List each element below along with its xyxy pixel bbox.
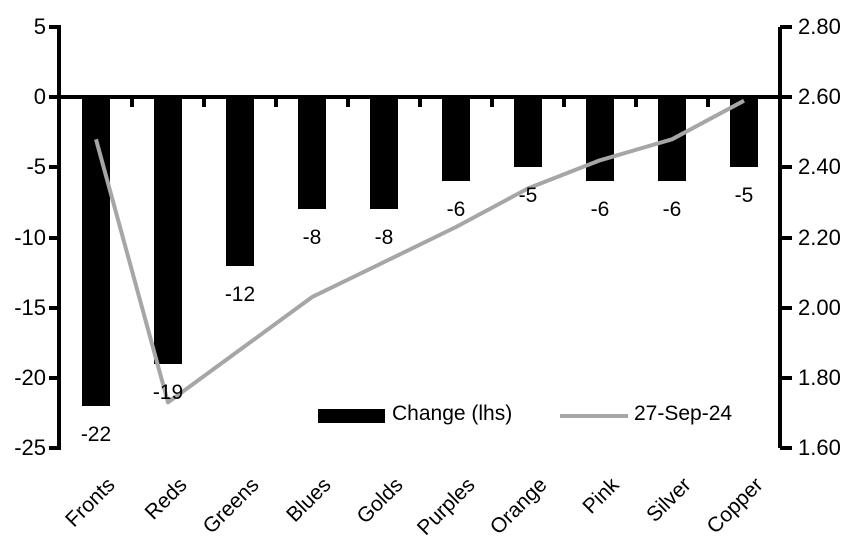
- left-axis-tick: [49, 305, 61, 310]
- x-axis-tick: [490, 95, 494, 108]
- left-axis-tick-label: -10: [14, 224, 46, 250]
- x-axis-tick: [274, 95, 278, 108]
- left-axis-tick: [49, 235, 61, 240]
- trend-line: [94, 98, 745, 405]
- right-axis-tick: [780, 375, 792, 380]
- left-axis-tick-label: -20: [14, 364, 46, 390]
- left-axis-tick-label: -5: [26, 154, 46, 180]
- bar-value-label: -6: [446, 198, 466, 222]
- right-axis-tick-label: 2.80: [798, 14, 841, 39]
- bar-value-label: -8: [374, 226, 394, 250]
- legend-bar-swatch: [318, 409, 385, 423]
- bar-value-label: -5: [734, 184, 754, 208]
- x-axis-tick: [202, 95, 206, 108]
- bar: [82, 95, 110, 406]
- right-axis-tick: [780, 235, 792, 240]
- bar: [586, 95, 614, 182]
- left-axis-tick: [49, 375, 61, 380]
- left-axis-tick: [49, 95, 61, 100]
- x-axis-tick: [346, 95, 350, 108]
- x-axis-tick: [706, 95, 710, 108]
- bar-value-label: -6: [590, 198, 610, 222]
- left-axis-tick: [49, 446, 61, 450]
- right-axis-tick: [780, 305, 792, 310]
- bar: [370, 95, 398, 210]
- left-axis-tick: [49, 165, 61, 170]
- right-axis-tick-label: 2.20: [798, 224, 841, 250]
- right-axis-tick-label: 1.60: [798, 435, 841, 460]
- right-axis-tick-label: 2.40: [798, 154, 841, 180]
- left-axis-tick: [49, 25, 61, 29]
- bar-value-label: -8: [302, 226, 322, 250]
- bar: [154, 95, 182, 364]
- x-axis-tick: [634, 95, 638, 108]
- bar: [442, 95, 470, 182]
- right-axis-tick-label: 1.80: [798, 364, 841, 390]
- trend-line-path: [94, 98, 745, 405]
- right-axis-tick-label: 2.60: [798, 84, 841, 110]
- bar: [514, 95, 542, 168]
- bar-value-label: -6: [662, 198, 682, 222]
- left-axis-tick-label: 0: [33, 84, 46, 110]
- legend-line-label: 27-Sep-24: [634, 402, 733, 425]
- right-axis-tick: [780, 165, 792, 170]
- legend-bar-label: Change (lhs): [392, 402, 513, 425]
- left-axis-tick-label: -25: [14, 435, 46, 460]
- right-axis-tick: [780, 446, 792, 450]
- right-axis-tick: [780, 25, 792, 29]
- left-axis-tick-label: -15: [14, 294, 46, 320]
- bar-value-label: -12: [224, 282, 256, 306]
- x-axis-tick: [130, 95, 134, 108]
- legend-line-swatch: [560, 414, 628, 418]
- bar-value-label: -5: [518, 184, 538, 208]
- right-axis-tick-label: 2.00: [798, 294, 841, 320]
- x-axis-tick: [418, 95, 422, 108]
- bar: [226, 95, 254, 266]
- bar-value-label: -19: [152, 380, 184, 404]
- x-axis-category-label: Fronts: [61, 473, 120, 532]
- bar: [298, 95, 326, 210]
- bar-value-label: -22: [80, 422, 112, 446]
- left-axis-tick-label: 5: [33, 14, 46, 39]
- x-axis-tick: [562, 95, 566, 108]
- right-axis-tick: [780, 95, 792, 100]
